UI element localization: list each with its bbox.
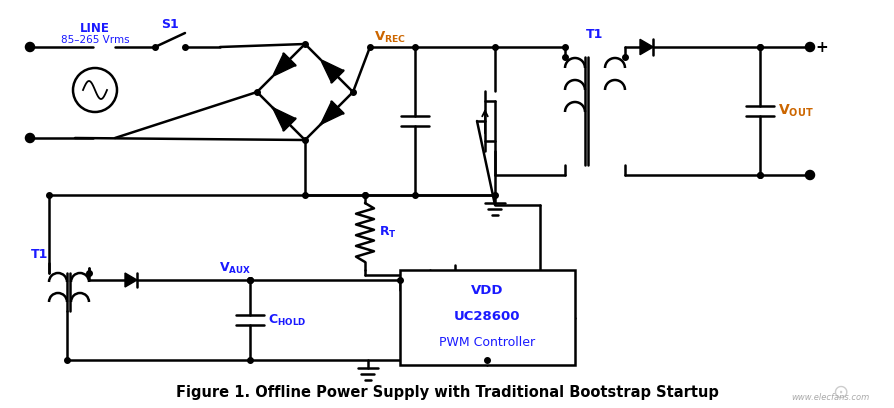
Text: UC28600: UC28600 — [454, 310, 520, 324]
Circle shape — [26, 134, 34, 142]
Text: T1: T1 — [31, 248, 48, 262]
Text: VDD: VDD — [471, 284, 503, 297]
Text: 85–265 Vrms: 85–265 Vrms — [61, 35, 129, 45]
Text: ⊙: ⊙ — [831, 383, 848, 401]
Text: $\mathbf{C_{HOLD}}$: $\mathbf{C_{HOLD}}$ — [267, 313, 306, 328]
Polygon shape — [272, 108, 295, 130]
Polygon shape — [639, 39, 653, 55]
Text: $\mathbf{V_{OUT}}$: $\mathbf{V_{OUT}}$ — [777, 103, 813, 119]
Text: www.elecfans.com: www.elecfans.com — [791, 393, 869, 403]
Circle shape — [26, 43, 34, 51]
Circle shape — [805, 171, 813, 179]
Polygon shape — [320, 60, 343, 82]
Text: LINE: LINE — [80, 22, 110, 35]
Text: T1: T1 — [586, 29, 603, 42]
Text: PWM Controller: PWM Controller — [439, 335, 535, 348]
Polygon shape — [125, 273, 137, 287]
Text: Figure 1. Offline Power Supply with Traditional Bootstrap Startup: Figure 1. Offline Power Supply with Trad… — [176, 386, 718, 401]
Text: +: + — [814, 40, 828, 55]
Text: S1: S1 — [161, 18, 179, 31]
Text: $\mathbf{R_T}$: $\mathbf{R_T}$ — [378, 225, 396, 240]
Text: $\mathbf{V_{REC}}$: $\mathbf{V_{REC}}$ — [374, 29, 406, 44]
Bar — [400, 270, 574, 365]
Circle shape — [805, 43, 813, 51]
Text: $\mathbf{V_{AUX}}$: $\mathbf{V_{AUX}}$ — [219, 260, 251, 275]
Polygon shape — [272, 54, 295, 76]
Polygon shape — [320, 102, 343, 124]
